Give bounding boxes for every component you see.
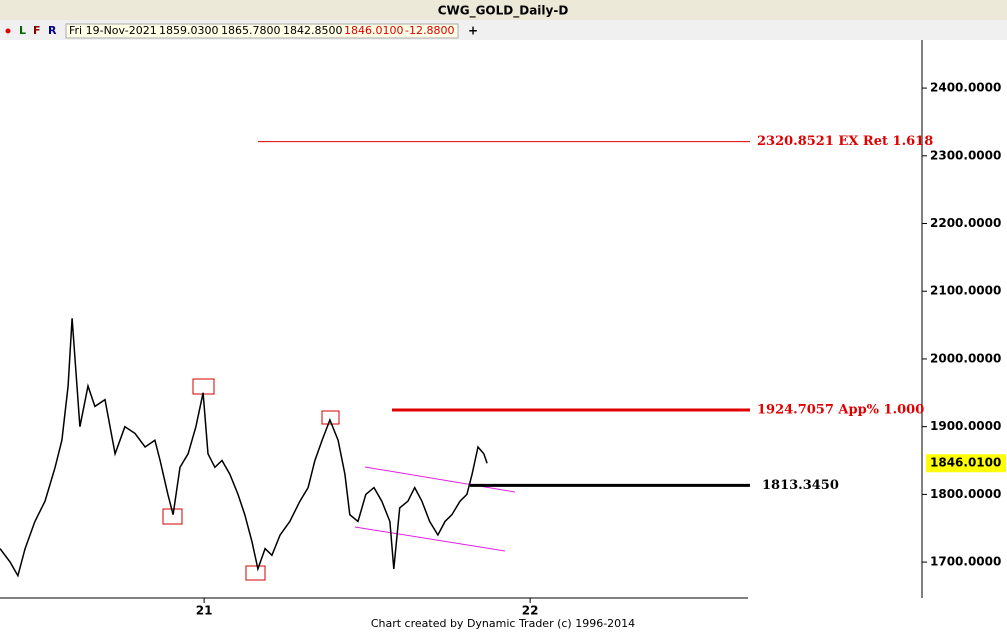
pivot-markers <box>162 378 340 581</box>
info-change: -12.8800 <box>405 24 454 37</box>
channel-line <box>364 466 516 493</box>
pivot-box <box>162 508 183 525</box>
y-tick-label: 1700.0000 <box>930 555 1001 569</box>
info-close: 1846.0100 <box>344 24 404 37</box>
pivot-box <box>192 378 215 395</box>
last-price-box <box>926 454 1006 473</box>
y-tick-label: 1900.0000 <box>930 419 1001 433</box>
info-high: 1865.7800 <box>221 24 281 37</box>
info-low: 1842.8500 <box>283 24 343 37</box>
level-label: 2320.8521 EX Ret 1.618 <box>757 134 933 149</box>
button[interactable]: R <box>48 24 57 37</box>
last-price-label: 1846.0100 <box>930 456 1001 470</box>
chart-title: CWG_GOLD_Daily-D <box>438 4 569 19</box>
y-tick-label: 2300.0000 <box>930 148 1001 162</box>
channel-line <box>354 526 506 552</box>
y-tick-label: 2200.0000 <box>930 216 1001 230</box>
price-line <box>0 318 488 578</box>
y-tick-label: 2400.0000 <box>930 81 1001 95</box>
title-bar <box>0 0 1007 20</box>
footer: Chart created by Dynamic Trader (c) 1996… <box>371 617 635 630</box>
info-date: Fri 19-Nov-2021 <box>69 24 157 37</box>
x-tick-label: 21 <box>196 604 213 618</box>
button[interactable]: F <box>33 24 41 37</box>
y-tick-label: 2100.0000 <box>930 284 1001 298</box>
add-button[interactable]: + <box>468 24 478 38</box>
status-dot <box>5 28 11 34</box>
y-tick-label: 2000.0000 <box>930 351 1001 365</box>
y-tick-label: 1800.0000 <box>930 487 1001 501</box>
x-tick-label: 22 <box>522 604 539 618</box>
button[interactable]: L <box>19 24 26 37</box>
level-label: 1924.7057 App% 1.000 <box>757 402 924 417</box>
info-box <box>65 23 459 39</box>
level-label: 1813.3450 <box>762 478 839 493</box>
info-open: 1859.0300 <box>159 24 219 37</box>
pivot-box <box>245 565 266 581</box>
pivot-box <box>321 410 340 425</box>
